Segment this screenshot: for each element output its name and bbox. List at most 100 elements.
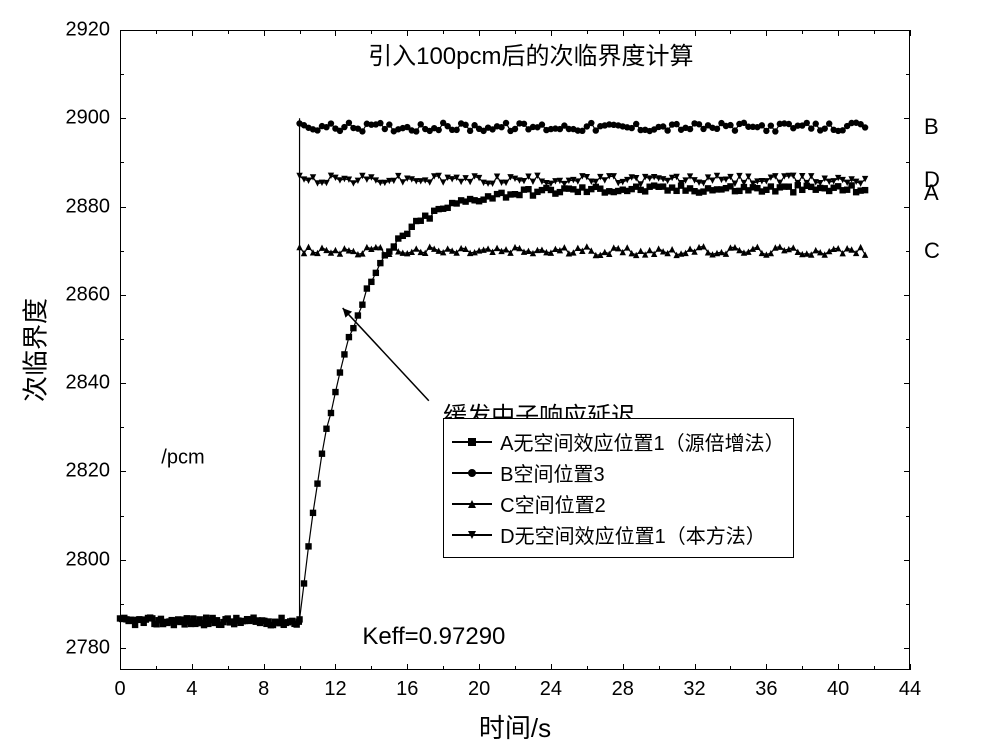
ytick-mark xyxy=(904,383,910,384)
xtick-mark xyxy=(335,30,336,36)
series-B-marker xyxy=(772,128,778,134)
xtick-label: 0 xyxy=(114,678,125,701)
xtick-minor xyxy=(730,666,731,670)
series-C-marker xyxy=(552,246,558,252)
series-A-marker xyxy=(862,187,868,193)
ytick-minor xyxy=(906,427,910,428)
series-C-marker xyxy=(561,244,567,250)
series-label-D: D xyxy=(924,167,940,193)
xtick-minor xyxy=(659,666,660,670)
xtick-minor xyxy=(587,666,588,670)
series-C-marker xyxy=(857,244,863,250)
series-label-B: B xyxy=(924,114,939,140)
series-D-marker xyxy=(337,177,343,183)
ytick-mark xyxy=(904,207,910,208)
xtick-label: 8 xyxy=(258,678,269,701)
ytick-minor xyxy=(120,162,124,163)
legend-line-icon xyxy=(452,503,492,505)
ytick-mark xyxy=(120,471,126,472)
series-B-marker xyxy=(727,122,733,128)
series-B-marker xyxy=(633,121,639,127)
series-C-marker xyxy=(637,248,643,254)
series-B-marker xyxy=(418,121,424,127)
xtick-minor xyxy=(874,666,875,670)
series-D-marker xyxy=(440,179,446,185)
series-D-marker xyxy=(857,180,863,186)
xtick-label: 44 xyxy=(899,678,921,701)
xtick-minor xyxy=(802,30,803,34)
xtick-minor xyxy=(156,30,157,34)
series-A-marker xyxy=(323,426,329,432)
series-C-marker xyxy=(444,245,450,251)
series-A-marker xyxy=(427,215,433,221)
ytick-mark xyxy=(120,383,126,384)
series-A-marker xyxy=(319,450,325,456)
legend-label: C空间位置2 xyxy=(500,489,606,518)
xtick-mark xyxy=(766,664,767,670)
xtick-minor xyxy=(515,30,516,34)
series-B-marker xyxy=(714,126,720,132)
series-D-marker xyxy=(449,176,455,182)
series-C-marker xyxy=(624,244,630,250)
xtick-label: 28 xyxy=(612,678,634,701)
series-D-marker xyxy=(799,173,805,179)
ytick-minor xyxy=(906,339,910,340)
xtick-minor xyxy=(587,30,588,34)
ytick-label: 2840 xyxy=(60,372,110,395)
ytick-mark xyxy=(904,648,910,649)
series-C-marker xyxy=(813,247,819,253)
xtick-label: 20 xyxy=(468,678,490,701)
xtick-mark xyxy=(335,664,336,670)
ytick-minor xyxy=(906,604,910,605)
series-B-marker xyxy=(768,122,774,128)
ytick-label: 2820 xyxy=(60,460,110,483)
ytick-label: 2900 xyxy=(60,107,110,130)
series-A-marker xyxy=(359,301,365,307)
ytick-minor xyxy=(906,162,910,163)
series-A-marker xyxy=(314,480,320,486)
series-C-marker xyxy=(427,244,433,250)
legend-item-C: C空间位置2 xyxy=(452,489,784,518)
series-B-marker xyxy=(813,121,819,127)
ytick-minor xyxy=(120,516,124,517)
series-D-marker xyxy=(530,179,536,185)
series-A-marker xyxy=(525,186,531,192)
series-C-marker xyxy=(669,246,675,252)
series-C-marker xyxy=(655,245,661,251)
xtick-minor xyxy=(371,30,372,34)
series-C-marker xyxy=(862,251,868,257)
series-D-marker xyxy=(602,177,608,183)
y-unit-label: /pcm xyxy=(161,447,204,470)
series-B-marker xyxy=(521,121,527,127)
ytick-minor xyxy=(120,604,124,605)
xtick-label: 24 xyxy=(540,678,562,701)
ytick-minor xyxy=(120,74,124,75)
series-B-marker xyxy=(732,127,738,133)
series-D-marker xyxy=(350,180,356,186)
delay-annotation-arrow xyxy=(343,308,429,401)
ytick-mark xyxy=(120,295,126,296)
ytick-label: 2800 xyxy=(60,548,110,571)
series-B-marker xyxy=(808,125,814,131)
series-C-marker xyxy=(602,249,608,255)
ytick-mark xyxy=(904,560,910,561)
ytick-mark xyxy=(120,118,126,119)
series-C-marker xyxy=(494,245,500,251)
xtick-mark xyxy=(766,30,767,36)
x-axis-title: 时间/s xyxy=(479,708,551,745)
series-B-marker xyxy=(822,125,828,131)
series-B-marker xyxy=(328,120,334,126)
xtick-label: 16 xyxy=(396,678,418,701)
xtick-minor xyxy=(443,666,444,670)
series-B-marker xyxy=(804,120,810,126)
series-C-marker xyxy=(332,247,338,253)
series-B-marker xyxy=(763,128,769,134)
xtick-label: 32 xyxy=(683,678,705,701)
xtick-minor xyxy=(659,30,660,34)
series-A-marker xyxy=(296,616,302,622)
ytick-mark xyxy=(120,648,126,649)
series-A-marker xyxy=(848,182,854,188)
series-A-marker xyxy=(404,231,410,237)
series-B-marker xyxy=(862,124,868,130)
series-B-marker xyxy=(664,127,670,133)
